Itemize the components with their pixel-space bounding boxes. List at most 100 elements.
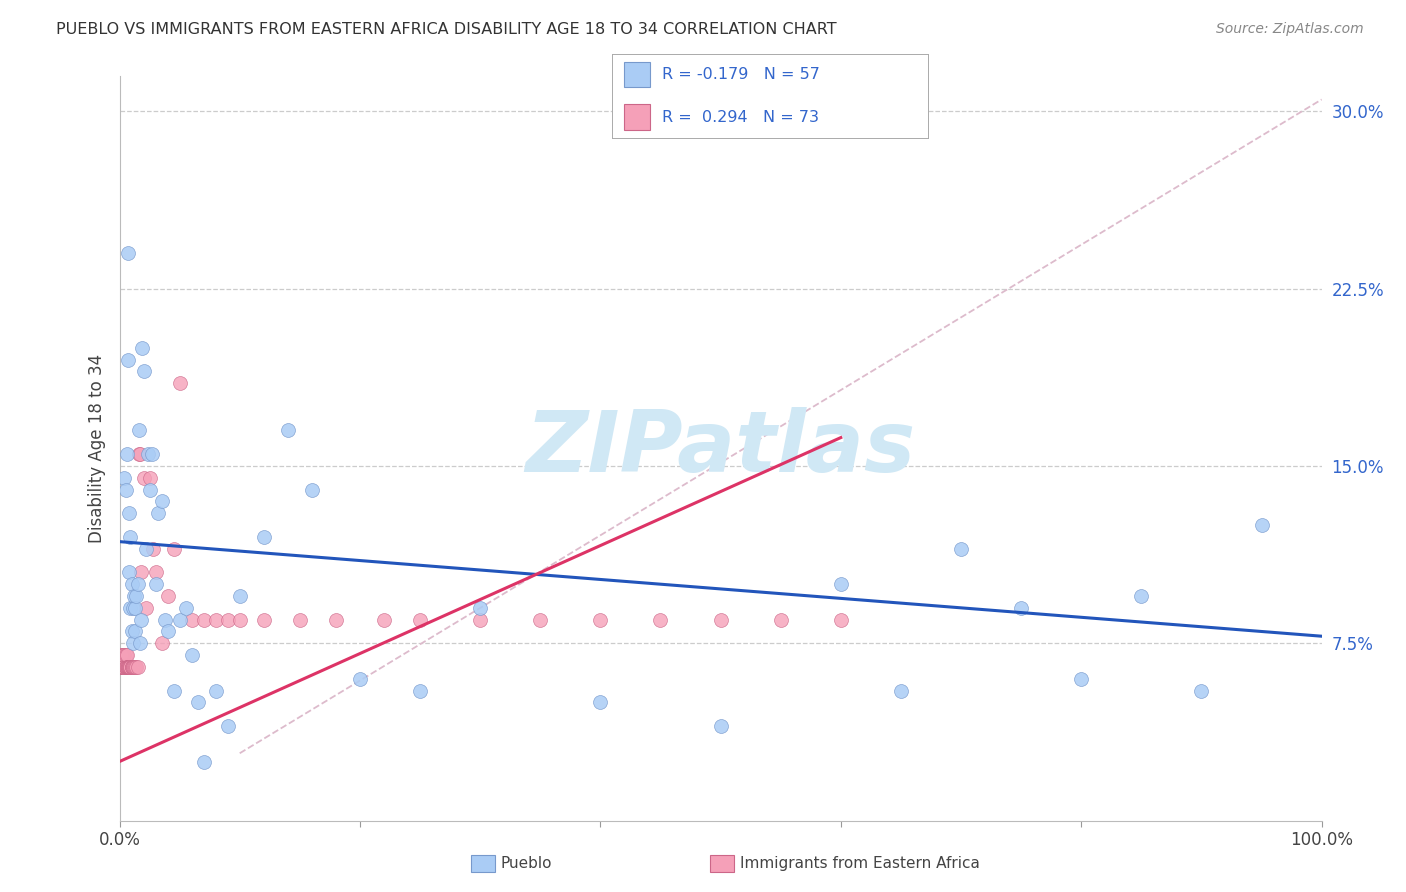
Point (120, 660, 142, 674)
Point (118, 566, 141, 580)
Point (650, 613, 672, 627)
Point (131, 341, 153, 355)
Point (120, 600, 142, 615)
Point (193, 755, 215, 769)
Point (709, 613, 731, 627)
Point (124, 660, 146, 674)
Point (112, 660, 135, 674)
Point (156, 589, 179, 603)
Point (162, 683, 184, 698)
Point (112, 660, 135, 674)
Bar (624, 62, 650, 87)
Point (125, 589, 148, 603)
Point (830, 577, 852, 591)
Point (288, 613, 311, 627)
Point (115, 447, 138, 461)
Point (129, 613, 152, 627)
Point (127, 660, 149, 674)
Point (117, 660, 139, 674)
Point (118, 660, 141, 674)
Point (114, 483, 136, 497)
Point (129, 447, 152, 461)
Point (529, 613, 551, 627)
Point (174, 600, 197, 615)
Point (132, 471, 155, 485)
Point (121, 660, 143, 674)
Point (112, 660, 135, 674)
Point (115, 648, 138, 662)
Point (949, 541, 972, 556)
Text: ZIPatlas: ZIPatlas (526, 407, 915, 490)
Point (135, 541, 157, 556)
Point (129, 636, 152, 650)
Point (145, 566, 167, 580)
Point (112, 648, 135, 662)
Point (110, 660, 132, 674)
Point (277, 424, 299, 438)
Point (117, 352, 139, 367)
Point (162, 541, 184, 556)
Point (111, 660, 134, 674)
Point (349, 672, 371, 686)
Point (890, 683, 912, 698)
Point (110, 660, 132, 674)
Point (117, 246, 139, 260)
Point (120, 660, 142, 674)
Point (145, 577, 167, 591)
Point (228, 589, 252, 603)
Point (118, 506, 141, 520)
Point (1250, 518, 1272, 533)
Point (124, 600, 146, 615)
Bar (624, 104, 650, 130)
Point (153, 613, 176, 627)
Point (1130, 589, 1153, 603)
Point (112, 471, 135, 485)
Point (121, 660, 143, 674)
Point (138, 471, 160, 485)
Point (169, 376, 191, 391)
Point (111, 660, 134, 674)
Point (253, 530, 276, 544)
Point (122, 660, 145, 674)
Point (180, 648, 202, 662)
Point (128, 424, 150, 438)
Point (253, 613, 276, 627)
Point (118, 660, 141, 674)
Point (121, 577, 143, 591)
Point (125, 660, 148, 674)
Point (111, 648, 134, 662)
Text: PUEBLO VS IMMIGRANTS FROM EASTERN AFRICA DISABILITY AGE 18 TO 34 CORRELATION CHA: PUEBLO VS IMMIGRANTS FROM EASTERN AFRICA… (56, 22, 837, 37)
Point (301, 483, 323, 497)
Point (769, 613, 792, 627)
Point (117, 660, 139, 674)
Point (217, 719, 239, 733)
Point (187, 695, 209, 709)
Point (373, 613, 395, 627)
Text: R = -0.179   N = 57: R = -0.179 N = 57 (662, 67, 820, 82)
Point (129, 566, 152, 580)
Point (127, 577, 149, 591)
Point (1010, 600, 1032, 615)
Point (110, 648, 132, 662)
Point (118, 660, 141, 674)
Point (112, 660, 135, 674)
Point (121, 624, 143, 639)
Point (468, 613, 492, 627)
Point (468, 600, 492, 615)
Text: Immigrants from Eastern Africa: Immigrants from Eastern Africa (740, 856, 980, 871)
Text: Pueblo: Pueblo (501, 856, 553, 871)
Point (114, 648, 136, 662)
Point (112, 660, 135, 674)
Point (830, 613, 852, 627)
Point (121, 660, 143, 674)
Point (142, 541, 165, 556)
Point (124, 624, 146, 639)
Point (169, 613, 191, 627)
Point (150, 494, 173, 508)
Point (114, 660, 136, 674)
Point (114, 660, 136, 674)
Point (114, 660, 136, 674)
Point (122, 589, 145, 603)
Point (114, 660, 136, 674)
Y-axis label: Disability Age 18 to 34: Disability Age 18 to 34 (87, 353, 105, 543)
